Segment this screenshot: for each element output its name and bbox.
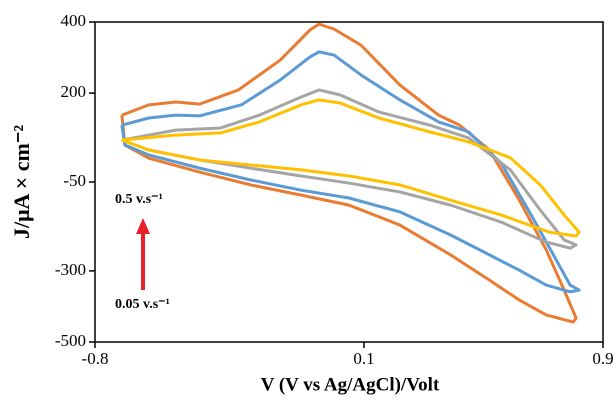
x-tick-label: 0.1 xyxy=(353,349,374,368)
y-tick-label: -500 xyxy=(55,331,86,350)
y-tick-label: -300 xyxy=(55,260,86,279)
y-axis-label: J/μA × cm⁻² xyxy=(9,125,34,239)
cv-curve xyxy=(121,98,581,238)
arrow-head xyxy=(136,218,150,234)
annotation: 0.5 v.s⁻¹ xyxy=(115,192,163,207)
x-tick-label: 0.9 xyxy=(592,349,613,368)
cv-curve xyxy=(120,50,581,294)
y-tick-label: -50 xyxy=(63,171,86,190)
x-axis-label: V (V vs Ag/AgCl)/Volt xyxy=(261,374,440,395)
cv-curve xyxy=(120,22,578,324)
y-tick-label: 200 xyxy=(61,82,87,101)
annotation: 0.05 v.s⁻¹ xyxy=(115,297,170,312)
x-tick-label: -0.8 xyxy=(82,349,109,368)
y-tick-label: 400 xyxy=(61,11,87,30)
cv-curve xyxy=(121,88,578,250)
